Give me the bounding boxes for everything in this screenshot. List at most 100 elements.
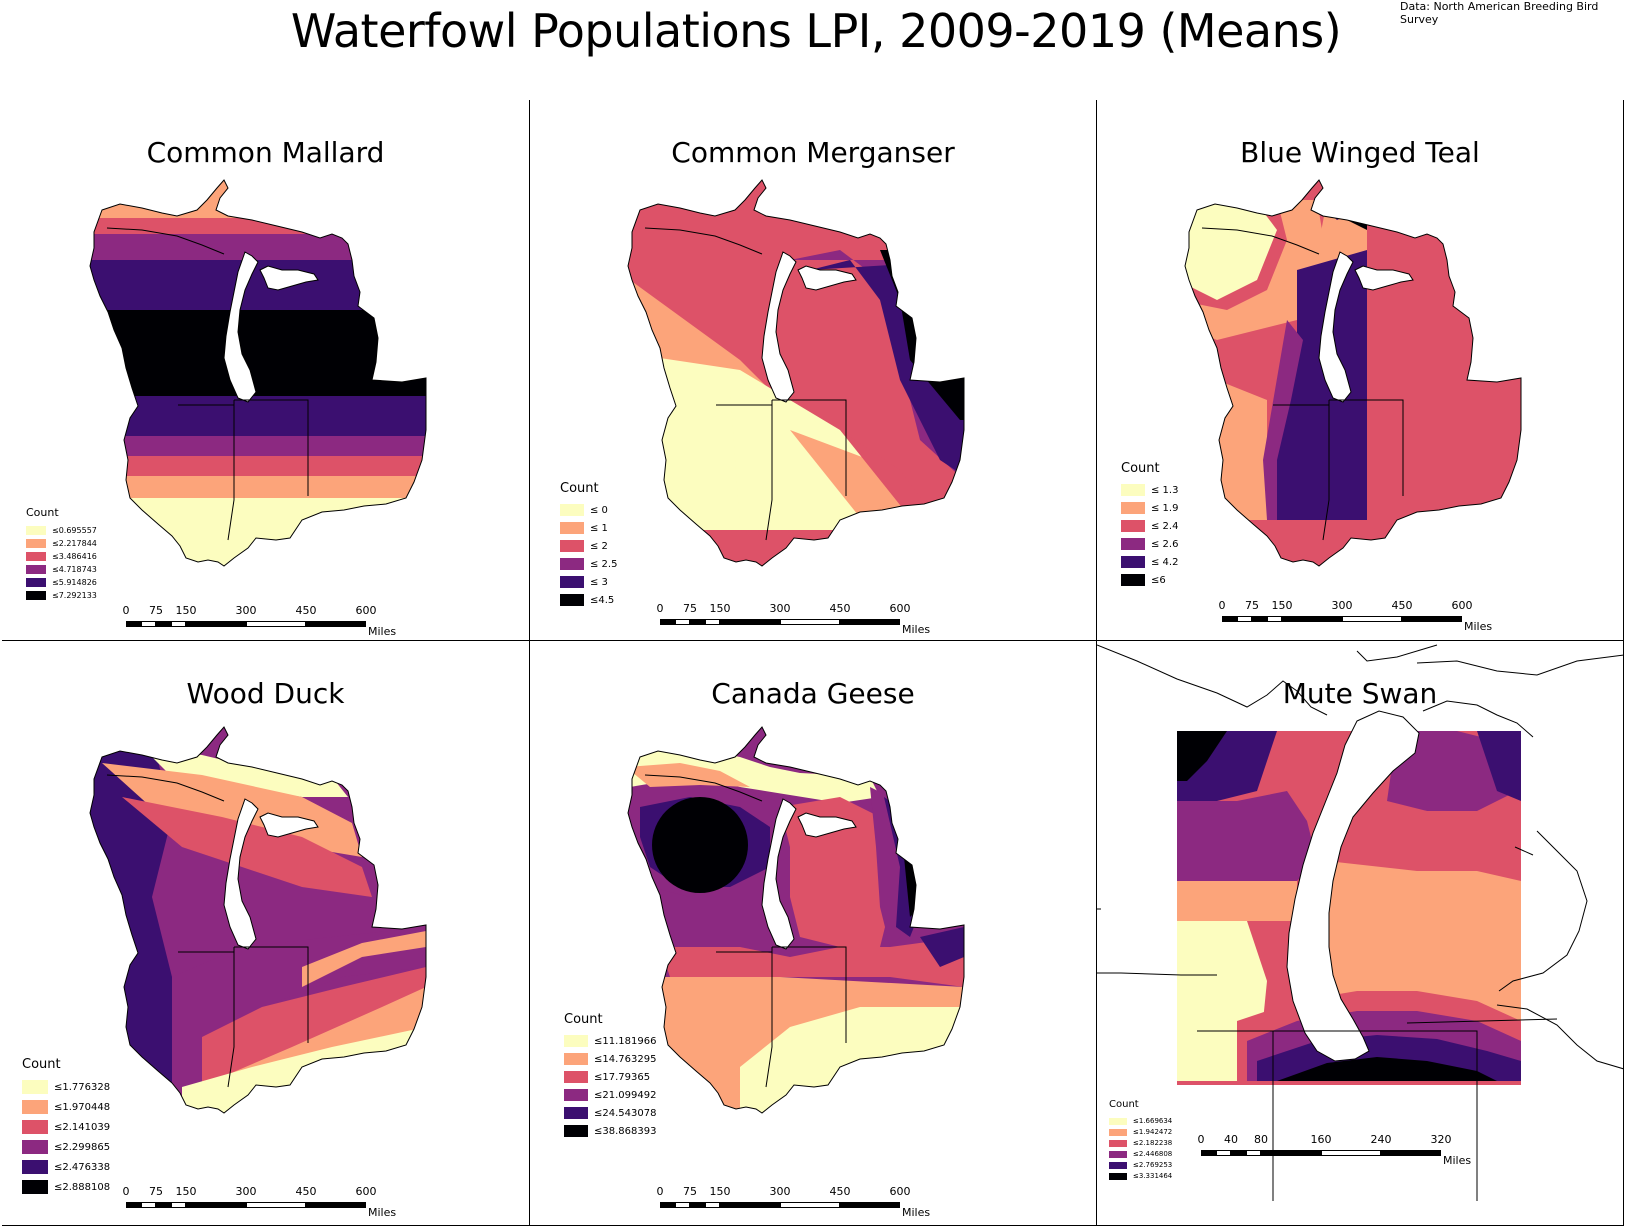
choropleth-map bbox=[627, 726, 965, 1114]
legend-swatch bbox=[1121, 520, 1145, 532]
panel-common-mallard: Common Mallard Count ≤0.695557 ≤2.217844 ≤… bbox=[2, 100, 530, 641]
panel-title: Mute Swan bbox=[1282, 677, 1438, 710]
scale-units: Miles bbox=[1464, 620, 1493, 633]
scale-units: Miles bbox=[902, 623, 931, 636]
scale-bar-segment bbox=[126, 1202, 141, 1208]
legend-swatch bbox=[22, 1080, 48, 1094]
legend-swatch bbox=[1109, 1128, 1127, 1136]
scale-units: Miles bbox=[368, 625, 397, 638]
scale-bar-segment bbox=[1246, 1150, 1261, 1156]
panel-canada-geese: Canada Geese Count ≤11.181966 ≤14.763295 ≤… bbox=[530, 641, 1097, 1226]
scale-bar-segment bbox=[186, 1202, 246, 1208]
legend-label: ≤ 2.5 bbox=[590, 558, 618, 570]
scale-label: 300 bbox=[769, 1185, 791, 1198]
choropleth-map bbox=[1097, 644, 1623, 1201]
scale-bar-segment bbox=[690, 1202, 705, 1208]
scale-bar-segment bbox=[126, 621, 141, 627]
legend-label: ≤1.942472 bbox=[1133, 1128, 1173, 1136]
legend-swatch bbox=[1121, 502, 1145, 514]
legend-label: ≤ 1 bbox=[590, 522, 608, 534]
color-band-1 bbox=[1327, 861, 1521, 1031]
color-band-5 bbox=[2, 777, 72, 977]
legend-item: ≤ 2.5 bbox=[560, 558, 617, 570]
scale-bar-segment bbox=[840, 1202, 900, 1208]
choropleth-map bbox=[627, 179, 965, 567]
scale-bar-segment bbox=[705, 619, 720, 625]
legend-swatch bbox=[560, 594, 584, 606]
scale-label: 160 bbox=[1310, 1133, 1332, 1146]
legend-label: ≤17.79365 bbox=[594, 1071, 651, 1083]
choropleth-map bbox=[89, 179, 427, 567]
legend-label: ≤1.776328 bbox=[54, 1081, 111, 1093]
scale-bar-segment bbox=[306, 1202, 366, 1208]
legend-label: ≤7.292133 bbox=[52, 591, 97, 600]
color-band-2 bbox=[90, 456, 426, 476]
panel-title: Common Mallard bbox=[146, 136, 385, 169]
legend-item: ≤38.868393 bbox=[564, 1125, 656, 1137]
map-legend: Count ≤ 1.3 ≤ 1.9 ≤ 2.4 ≤ 2.6 ≤ 4.2 ≤6 bbox=[1121, 460, 1178, 586]
scale-bar-segment bbox=[660, 1202, 675, 1208]
panel-common-merganser: Common Merganser Count ≤ 0 ≤ 1 ≤ 2 ≤ 2.5 ≤ 3… bbox=[530, 100, 1097, 641]
legend-item: ≤ 2 bbox=[560, 540, 617, 552]
legend-swatch bbox=[1121, 556, 1145, 568]
scale-bar-segment bbox=[246, 1202, 306, 1208]
legend-item: ≤1.776328 bbox=[22, 1080, 110, 1094]
legend-item: ≤ 2.4 bbox=[1121, 520, 1178, 532]
legend-label: ≤2.769253 bbox=[1133, 1161, 1173, 1169]
scale-bar-segment bbox=[1342, 616, 1402, 622]
legend-swatch bbox=[22, 1120, 48, 1134]
scale-units: Miles bbox=[368, 1206, 397, 1219]
map-legend: Count ≤11.181966 ≤14.763295 ≤17.79365 ≤21.0… bbox=[564, 1011, 656, 1137]
scale-bar-segment bbox=[156, 621, 171, 627]
scale-bar-segment bbox=[1216, 1150, 1231, 1156]
choropleth-map bbox=[2, 726, 427, 1114]
color-band-1 bbox=[102, 763, 362, 857]
scale-label: 40 bbox=[1224, 1133, 1238, 1146]
scale-bar-segment bbox=[141, 621, 156, 627]
color-band-4 bbox=[1097, 180, 1143, 300]
legend-label: ≤ 3 bbox=[590, 576, 608, 588]
legend-title: Count bbox=[560, 481, 599, 496]
scale-label: 600 bbox=[355, 604, 377, 617]
legend-item: ≤ 1.3 bbox=[1121, 484, 1178, 496]
map-legend: Count ≤1.669634 ≤1.942472 ≤2.182238 ≤2.4468… bbox=[1109, 1096, 1172, 1180]
legend-swatch bbox=[22, 1100, 48, 1114]
legend-label: ≤6 bbox=[1151, 574, 1166, 586]
color-band-3 bbox=[172, 927, 426, 1107]
legend-label: ≤0.695557 bbox=[52, 526, 97, 535]
legend-item: ≤21.099492 bbox=[564, 1089, 656, 1101]
scale-label: 0 bbox=[656, 602, 664, 615]
legend-item: ≤3.486416 bbox=[26, 552, 97, 561]
legend-item: ≤1.942472 bbox=[1109, 1128, 1172, 1136]
scale-bar-segment bbox=[675, 1202, 690, 1208]
scale-label: 0 bbox=[656, 1185, 664, 1198]
legend-swatch bbox=[22, 1180, 48, 1194]
legend-label: ≤14.763295 bbox=[594, 1053, 657, 1065]
scale-bar-segment bbox=[171, 621, 186, 627]
legend-label: ≤4.718743 bbox=[52, 565, 97, 574]
scale-bar-segment bbox=[1261, 1150, 1321, 1156]
panel-title: Common Merganser bbox=[671, 136, 955, 169]
scale-label: 450 bbox=[295, 1185, 317, 1198]
scale-bar-segment bbox=[1231, 1150, 1246, 1156]
legend-swatch bbox=[1109, 1161, 1127, 1169]
color-band-5 bbox=[1277, 1057, 1497, 1081]
scale-label: 450 bbox=[829, 602, 851, 615]
map-legend: Count ≤ 0 ≤ 1 ≤ 2 ≤ 2.5 ≤ 3 ≤4.5 bbox=[560, 480, 617, 606]
legend-item: ≤ 3 bbox=[560, 576, 617, 588]
scale-bar-segment bbox=[720, 1202, 780, 1208]
scale-label: 600 bbox=[889, 602, 911, 615]
scale-label: 240 bbox=[1370, 1133, 1392, 1146]
legend-label: ≤2.446808 bbox=[1133, 1150, 1173, 1158]
scale-bar-segment bbox=[1381, 1150, 1441, 1156]
legend-swatch bbox=[560, 504, 584, 516]
legend-item: ≤2.299865 bbox=[22, 1140, 110, 1154]
scale-label: 320 bbox=[1430, 1133, 1452, 1146]
scale-label: 150 bbox=[1271, 599, 1293, 612]
scale-label: 80 bbox=[1254, 1133, 1268, 1146]
scale-label: 75 bbox=[683, 602, 697, 615]
scale-bar: 0 75 150 300 450 600 Miles bbox=[656, 1185, 931, 1220]
legend-item: ≤2.141039 bbox=[22, 1120, 110, 1134]
legend-swatch bbox=[26, 591, 46, 600]
legend-swatch bbox=[560, 522, 584, 534]
